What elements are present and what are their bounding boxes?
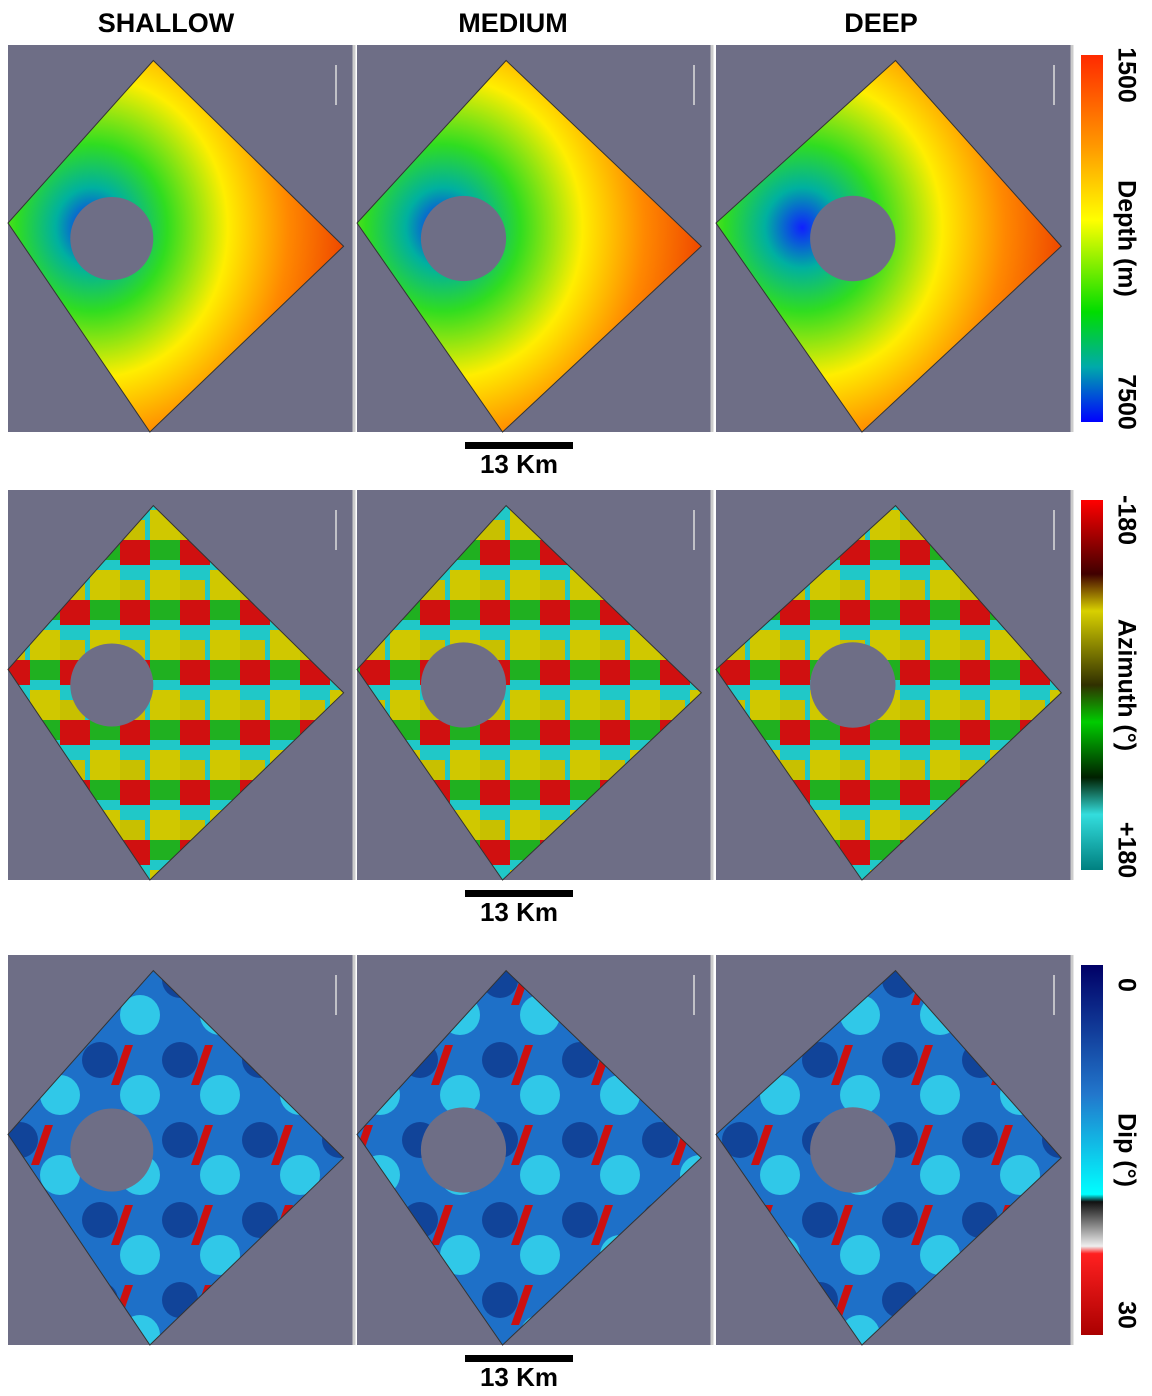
colorbar-label: 1500	[1112, 47, 1140, 103]
scale-bar	[465, 1355, 573, 1362]
map-hole	[421, 642, 506, 727]
colorbar-label: Depth (m)	[1112, 180, 1140, 297]
map-hole	[70, 197, 153, 280]
panels: 1500 Depth (m) 7500 13 Km -180 Azimuth (°) +18…	[8, 45, 1140, 1391]
scale-bar	[465, 890, 573, 897]
colorbar-label: Dip (°)	[1112, 1113, 1140, 1187]
map-hole	[70, 1108, 153, 1191]
scale-bar-label: 13 Km	[480, 897, 558, 927]
column-header: MEDIUM	[458, 8, 568, 38]
column-headers: SHALLOW MEDIUM DEEP	[98, 8, 918, 38]
colorbar	[1081, 500, 1103, 870]
colorbar-label: -180	[1112, 495, 1140, 545]
map-hole	[810, 196, 895, 281]
page: {"columns": ["SHALLOW", "MEDIUM", "DEEP"…	[0, 0, 1152, 1391]
map-hole	[810, 1107, 895, 1192]
map-hole	[421, 196, 506, 281]
colorbar-label: 0	[1112, 978, 1140, 992]
colorbar	[1081, 965, 1103, 1335]
scale-bar-label: 13 Km	[480, 1362, 558, 1391]
colorbar-label: Azimuth (°)	[1112, 619, 1140, 751]
map-hole	[70, 643, 153, 726]
scale-bar-label: 13 Km	[480, 449, 558, 479]
colorbar-label: 30	[1112, 1301, 1140, 1329]
scale-bar	[465, 442, 573, 449]
column-header: SHALLOW	[98, 8, 235, 38]
colorbar-label: 7500	[1112, 374, 1140, 430]
map-hole	[810, 642, 895, 727]
colorbar-label: +180	[1112, 822, 1140, 878]
figure: SHALLOW MEDIUM DEEP 1500 Depth (m) 7500 13 …	[0, 0, 1152, 1391]
column-header: DEEP	[844, 8, 918, 38]
colorbar	[1081, 55, 1103, 422]
map-hole	[421, 1107, 506, 1192]
